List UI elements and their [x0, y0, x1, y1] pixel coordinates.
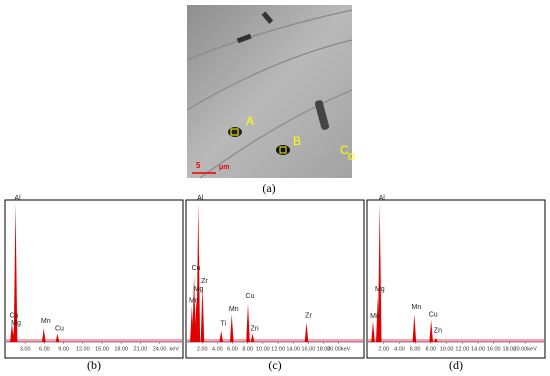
- x-tick-label: 3.00: [20, 346, 31, 352]
- element-label: Ti: [220, 321, 226, 328]
- marker-label: B: [293, 134, 301, 148]
- peak: [246, 303, 250, 342]
- element-label: Mn: [411, 304, 421, 311]
- x-tick-label: 4.00: [212, 346, 223, 352]
- caption: (c): [268, 358, 281, 372]
- element-label: Mg: [194, 286, 204, 293]
- peak: [192, 275, 196, 342]
- x-tick-label: 8.00: [425, 346, 436, 352]
- peak: [190, 305, 194, 342]
- element-label: Cu: [55, 326, 64, 333]
- element-label: Al: [379, 195, 386, 202]
- micrograph: A B C 5 μm: [186, 5, 355, 179]
- x-tick-label: 6.00: [227, 346, 238, 352]
- peak: [219, 330, 224, 342]
- element-label: Mg: [375, 286, 385, 293]
- x-tick-label: 20.00keV: [327, 346, 351, 352]
- x-tick-label: 14.00: [471, 346, 485, 352]
- peak: [12, 328, 16, 342]
- spectrum-frame: [4, 199, 184, 359]
- element-label: Cu: [246, 293, 255, 300]
- noise-band: [6, 339, 182, 342]
- particle: [236, 33, 252, 44]
- element-label: Mn: [229, 306, 239, 313]
- peak: [229, 314, 234, 342]
- element-label: Mg: [11, 320, 21, 327]
- peak: [434, 337, 438, 342]
- caption: (d): [449, 358, 463, 372]
- element-label: Zn: [434, 328, 442, 335]
- x-unit: keV: [170, 346, 180, 352]
- x-tick-label: 20.00keV: [514, 346, 538, 352]
- element-label: Mn: [41, 318, 51, 325]
- x-tick-label: 16.00: [301, 346, 315, 352]
- marker-box: [348, 153, 355, 160]
- x-tick-label: 10.00: [440, 346, 454, 352]
- element-label: Zr: [305, 312, 312, 319]
- x-tick-label: 18.00: [114, 346, 128, 352]
- spectrum-frame: [366, 199, 546, 359]
- peak: [200, 286, 205, 342]
- x-tick-label: 2.00: [197, 346, 208, 352]
- x-tick-label: 14.00: [286, 346, 300, 352]
- caption: (b): [87, 358, 101, 372]
- peak: [194, 296, 199, 342]
- element-label: Cu: [192, 265, 201, 272]
- element-label: Mn: [189, 298, 199, 305]
- x-tick-label: 8.00: [242, 346, 253, 352]
- marker-box: [279, 146, 287, 154]
- x-tick-label: 6.00: [39, 346, 50, 352]
- particle: [261, 11, 274, 24]
- element-label: Al: [14, 195, 21, 202]
- x-tick-label: 18.00: [503, 346, 517, 352]
- x-tick-label: 12.00: [455, 346, 469, 352]
- scale-unit: μm: [219, 164, 230, 171]
- x-tick-label: 24.00: [153, 346, 167, 352]
- element-label: Cu: [9, 312, 18, 319]
- peak: [304, 322, 309, 342]
- x-tick-label: 12.00: [76, 346, 90, 352]
- noise-band: [187, 339, 363, 342]
- peak: [250, 333, 255, 342]
- scale-value: 5: [196, 161, 201, 170]
- x-tick-label: 12.00: [271, 346, 285, 352]
- peak: [196, 203, 201, 342]
- peak: [429, 319, 433, 342]
- x-tick-label: 6.00: [410, 346, 421, 352]
- x-tick-label: 10.00: [256, 346, 270, 352]
- element-label: Al: [197, 195, 204, 202]
- element-label: Mn: [370, 313, 380, 320]
- element-label: Zr: [201, 278, 208, 285]
- x-tick-label: 4.00: [394, 346, 405, 352]
- peak: [412, 314, 417, 342]
- noise-band: [368, 339, 544, 342]
- element-label: Cu: [429, 312, 438, 319]
- caption: (a): [262, 181, 275, 195]
- marker-box: [230, 128, 239, 136]
- marker-label: C: [340, 143, 349, 157]
- spectrum-frame: [185, 199, 365, 359]
- x-tick-label: 9.00: [58, 346, 69, 352]
- sem-image: [187, 5, 352, 178]
- peak: [55, 333, 60, 342]
- particle: [314, 100, 330, 130]
- peak: [376, 296, 380, 342]
- x-tick-label: 18.00: [317, 346, 331, 352]
- peak: [41, 328, 46, 342]
- peak: [13, 203, 18, 342]
- grain-boundary: [186, 9, 353, 179]
- x-tick-label: 15.00: [95, 346, 109, 352]
- x-tick-label: 2.00: [378, 346, 389, 352]
- element-label: Zn: [250, 326, 258, 333]
- x-tick-label: 16.00: [487, 346, 501, 352]
- peak: [371, 321, 375, 342]
- marker-label: A: [246, 114, 254, 128]
- peak: [377, 203, 382, 342]
- x-tick-label: 21.00: [134, 346, 148, 352]
